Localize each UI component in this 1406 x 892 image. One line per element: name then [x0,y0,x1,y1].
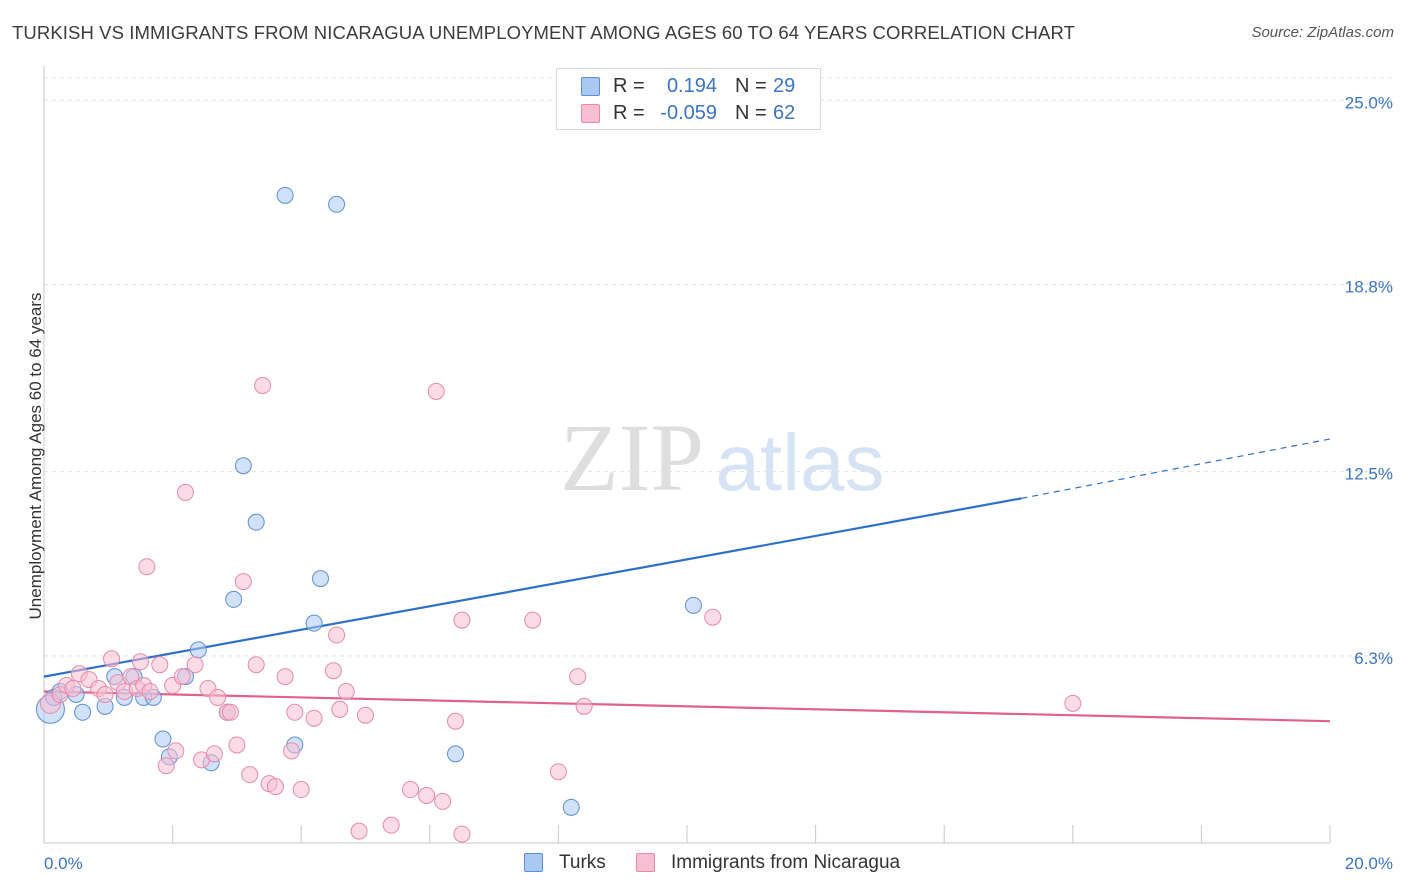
nicaragua-point [138,558,156,576]
chart-title: TURKISH VS IMMIGRANTS FROM NICARAGUA UNE… [12,22,1075,43]
nicaragua-point [176,483,194,501]
nicaragua-point [234,573,252,591]
y-tick-label: 25.0% [1345,93,1393,112]
nicaragua-point [167,742,185,760]
nicaragua-point [453,825,471,843]
nicaragua-point [64,680,82,698]
nicaragua-point [228,736,246,754]
turks-point [74,703,92,721]
nicaragua-point [173,668,191,686]
legend-n-value: 29 [773,75,796,97]
legend-row-turks: R = 0.194 N = 29 [557,73,820,101]
y-tick-label: 6.3% [1354,649,1393,668]
turks-trend-line [43,497,1022,678]
correlation-legend: R = 0.194 N = 29 R = -0.059 N = 62 [556,68,821,130]
nicaragua-point [305,709,323,727]
data-points [35,186,1082,843]
tick-labels: 6.3% 12.5% 18.8% 25.0% 0.0% 20.0% [44,93,1393,873]
nicaragua-point [418,786,436,804]
turks-point [684,596,702,614]
nicaragua-point [427,382,445,400]
legend-n-label: N = [735,102,767,124]
source-label: Source: ZipAtlas.com [1251,24,1394,41]
turks-point [305,614,323,632]
nicaragua-point [209,688,227,706]
legend-row-nicaragua: R = -0.059 N = 62 [557,100,820,128]
turks-point [311,570,329,588]
nicaragua-point [186,656,204,674]
gridlines [44,77,1395,657]
nicaragua-point [157,757,175,775]
turks-point [234,457,252,475]
nicaragua-point [266,778,284,796]
nicaragua-point [357,706,374,724]
nicaragua-point [382,816,400,834]
nicaragua-point [569,668,587,686]
nicaragua-point [131,653,149,671]
nicaragua-point [276,668,294,686]
turks-point [447,745,465,763]
nicaragua-point [247,656,265,674]
nicaragua-point [434,792,452,810]
nicaragua-point [254,376,272,394]
nicaragua-point [241,766,259,784]
nicaragua-point [350,822,368,840]
watermark-zip: ZIP [560,404,704,511]
turks-point [562,798,580,816]
legend-r-label: R = [613,75,645,97]
watermark: ZIP atlas [560,404,884,511]
nicaragua-point [205,745,223,763]
nicaragua-point [103,650,121,668]
axes [43,66,1331,844]
bottom-legend-label-turks: Turks [559,852,606,873]
bottom-legend-swatch-turks [524,853,543,872]
nicaragua-trend-line [43,690,1331,723]
watermark-atlas: atlas [716,418,885,507]
nicaragua-point [331,700,349,718]
legend-swatch-nicaragua [581,104,600,123]
bottom-legend-swatch-nicaragua [636,853,655,872]
nicaragua-point [221,703,239,721]
x-tick-label: 20.0% [1345,854,1393,873]
nicaragua-point [704,608,722,626]
x-tick-label: 0.0% [44,854,83,873]
legend-r-value: 0.194 [666,75,717,97]
turks-point [328,195,346,213]
turks-point [225,590,243,608]
legend-n-label: N = [735,75,767,97]
turks-point [189,641,207,659]
nicaragua-point [1064,694,1082,712]
turks-point [276,186,294,204]
legend-swatch-turks [581,77,600,96]
legend-r-label: R = [613,102,645,124]
nicaragua-point [292,781,310,799]
y-axis-label: Unemployment Among Ages 60 to 64 years [26,292,45,620]
nicaragua-point [337,682,355,700]
trend-lines [43,438,1331,723]
nicaragua-point [328,626,346,644]
nicaragua-point [453,611,471,629]
nicaragua-point [447,712,465,730]
nicaragua-point [324,662,342,680]
y-tick-label: 12.5% [1345,465,1393,484]
nicaragua-point [283,742,301,760]
nicaragua-point [575,697,593,715]
nicaragua-point [286,703,304,721]
legend-r-value: -0.059 [660,102,717,124]
turks-point [247,513,265,531]
nicaragua-point [141,682,159,700]
y-tick-label: 18.8% [1345,277,1393,296]
nicaragua-point [524,611,542,629]
legend-n-value: 62 [773,102,796,124]
nicaragua-point [151,656,169,674]
nicaragua-point [402,781,420,799]
turks-point [154,730,172,748]
nicaragua-point [96,685,114,703]
turks-trend-extension [1021,438,1331,499]
bottom-legend-label-nicaragua: Immigrants from Nicaragua [671,852,901,873]
nicaragua-point [549,763,567,781]
